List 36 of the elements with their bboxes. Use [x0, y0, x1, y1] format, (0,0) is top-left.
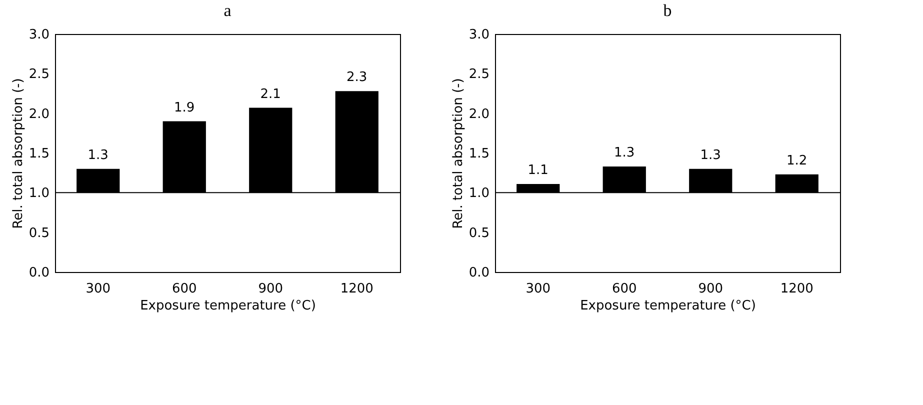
x-tick-label: 900 — [258, 282, 284, 296]
y-tick-label: 1.5 — [468, 146, 490, 162]
y-tick-label: 0.0 — [28, 266, 50, 280]
x-tick-label: 600 — [612, 282, 637, 296]
data-label: 2.1 — [260, 86, 281, 102]
y-tick-label: 1.0 — [468, 186, 490, 202]
data-label: 1.1 — [528, 162, 548, 178]
y-axis-title: Rel. total absorption (-) — [450, 78, 466, 229]
data-label: 1.3 — [88, 148, 108, 163]
y-tick-label: 2.0 — [28, 106, 50, 122]
x-tick-label: 1200 — [780, 282, 814, 296]
chart-title: b — [663, 1, 672, 20]
x-tick-label: 600 — [172, 282, 197, 296]
data-label: 1.3 — [614, 145, 635, 160]
x-tick-label: 900 — [698, 282, 724, 296]
y-tick-label: 1.0 — [28, 186, 50, 202]
x-axis-title: Exposure temperature (°C) — [140, 298, 316, 314]
x-tick-label: 300 — [86, 282, 111, 296]
x-axis-title: Exposure temperature (°C) — [580, 298, 756, 314]
y-tick-label: 2.5 — [468, 67, 490, 82]
data-label: 2.3 — [346, 70, 368, 86]
y-tick-label: 0.5 — [468, 226, 490, 241]
y-tick-label: 2.5 — [28, 67, 50, 82]
chart-title: a — [224, 1, 232, 20]
data-label: 1.2 — [786, 153, 808, 168]
y-tick-label: 1.5 — [28, 146, 50, 162]
x-tick-label: 300 — [526, 282, 551, 296]
y-tick-label: 0.0 — [468, 266, 490, 280]
data-label: 1.3 — [700, 148, 721, 163]
data-label: 1.9 — [174, 100, 195, 116]
y-tick-label: 2.0 — [468, 106, 490, 122]
y-tick-label: 3.0 — [468, 28, 490, 42]
y-tick-label: 3.0 — [28, 28, 50, 42]
y-axis-title: Rel. total absorption (-) — [10, 78, 26, 229]
y-tick-label: 0.5 — [28, 226, 50, 241]
x-tick-label: 1200 — [340, 282, 374, 296]
